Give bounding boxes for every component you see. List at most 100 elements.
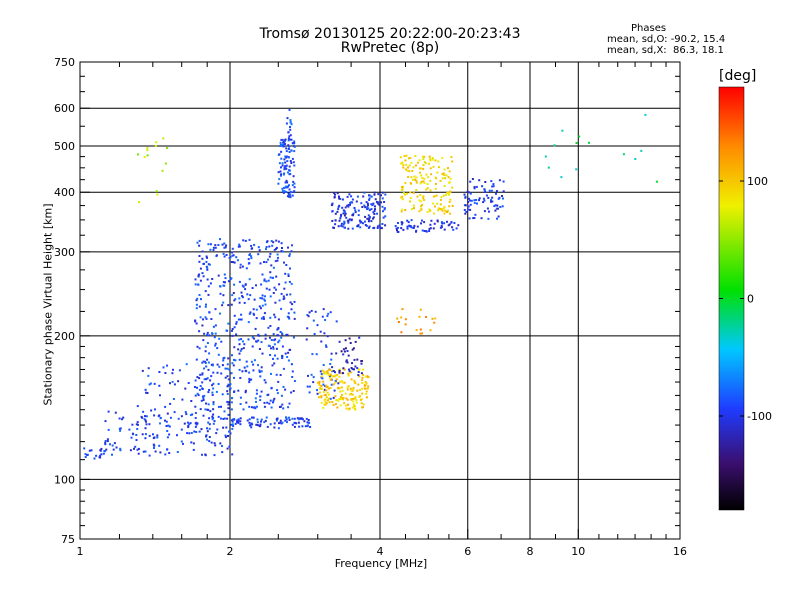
data-point	[298, 425, 301, 428]
data-point	[331, 366, 334, 369]
data-point	[250, 406, 253, 409]
data-point	[402, 164, 405, 166]
data-point	[340, 372, 343, 375]
data-point	[199, 267, 202, 270]
data-point	[201, 257, 204, 260]
data-point	[365, 390, 368, 393]
data-point	[491, 200, 494, 203]
data-point	[365, 382, 368, 385]
data-point	[320, 375, 323, 378]
data-point	[187, 424, 190, 427]
data-point	[342, 223, 345, 226]
data-point	[420, 174, 423, 177]
data-point	[347, 403, 350, 406]
data-point	[262, 316, 265, 318]
data-point	[288, 402, 291, 405]
data-point	[234, 298, 237, 301]
data-point	[419, 182, 422, 185]
data-point	[154, 408, 156, 411]
data-point	[216, 363, 219, 366]
data-point	[339, 215, 342, 218]
data-point	[198, 430, 201, 433]
data-point	[168, 452, 171, 454]
data-point	[260, 370, 263, 373]
data-point	[247, 298, 250, 301]
data-point	[340, 386, 343, 389]
data-point	[243, 301, 246, 304]
data-point	[140, 415, 143, 418]
data-point	[307, 315, 310, 318]
data-point	[440, 199, 442, 201]
data-point	[348, 193, 351, 196]
data-point	[104, 443, 107, 446]
data-point	[418, 210, 421, 213]
data-point	[332, 383, 335, 386]
data-point	[319, 387, 322, 390]
data-point	[226, 367, 229, 370]
data-point	[279, 405, 282, 408]
data-point	[281, 355, 284, 358]
data-point	[339, 217, 342, 220]
data-point	[266, 401, 269, 404]
data-point	[197, 394, 200, 397]
data-point	[201, 272, 204, 275]
data-point	[429, 223, 432, 226]
data-point	[305, 417, 308, 420]
data-point	[166, 364, 168, 367]
data-point	[231, 251, 234, 254]
data-point	[227, 304, 230, 307]
data-point	[588, 141, 590, 144]
data-point	[443, 228, 446, 231]
data-point	[194, 412, 197, 414]
data-point	[322, 383, 325, 386]
data-point	[275, 239, 278, 242]
data-point	[329, 363, 332, 365]
data-point	[198, 273, 201, 276]
data-point	[148, 383, 151, 386]
data-point	[148, 434, 151, 437]
data-point	[207, 368, 210, 371]
data-point	[100, 453, 103, 456]
data-point	[202, 397, 205, 400]
data-point	[289, 196, 292, 199]
data-point	[380, 194, 382, 197]
data-point	[316, 392, 319, 395]
data-point	[321, 369, 324, 372]
data-point	[122, 416, 125, 419]
data-point	[350, 218, 353, 221]
data-point	[235, 321, 238, 324]
data-point	[289, 267, 291, 270]
data-point	[288, 184, 290, 187]
data-point	[264, 333, 267, 336]
data-point	[301, 418, 304, 421]
data-point	[354, 382, 357, 385]
data-point	[443, 168, 446, 171]
data-point	[201, 373, 204, 376]
data-point	[494, 204, 497, 207]
data-point	[467, 201, 470, 203]
colorbar-tick-label: 0	[747, 293, 754, 306]
data-point	[483, 189, 486, 191]
data-point	[237, 348, 240, 351]
data-point	[217, 353, 220, 356]
data-point	[115, 446, 118, 449]
data-point	[358, 375, 361, 378]
data-point	[261, 294, 264, 297]
data-point	[169, 416, 172, 419]
data-point	[154, 144, 157, 147]
data-point	[319, 330, 322, 333]
data-point	[358, 219, 361, 222]
data-point	[155, 190, 158, 193]
data-point	[376, 227, 379, 229]
data-point	[490, 189, 493, 192]
data-point	[258, 369, 261, 372]
data-point	[575, 168, 578, 171]
data-point	[176, 451, 179, 453]
data-point	[249, 424, 252, 427]
data-point	[469, 203, 472, 206]
data-point	[368, 225, 371, 228]
data-point	[290, 138, 293, 141]
data-point	[434, 182, 437, 185]
data-point	[277, 171, 280, 174]
data-point	[159, 451, 162, 454]
